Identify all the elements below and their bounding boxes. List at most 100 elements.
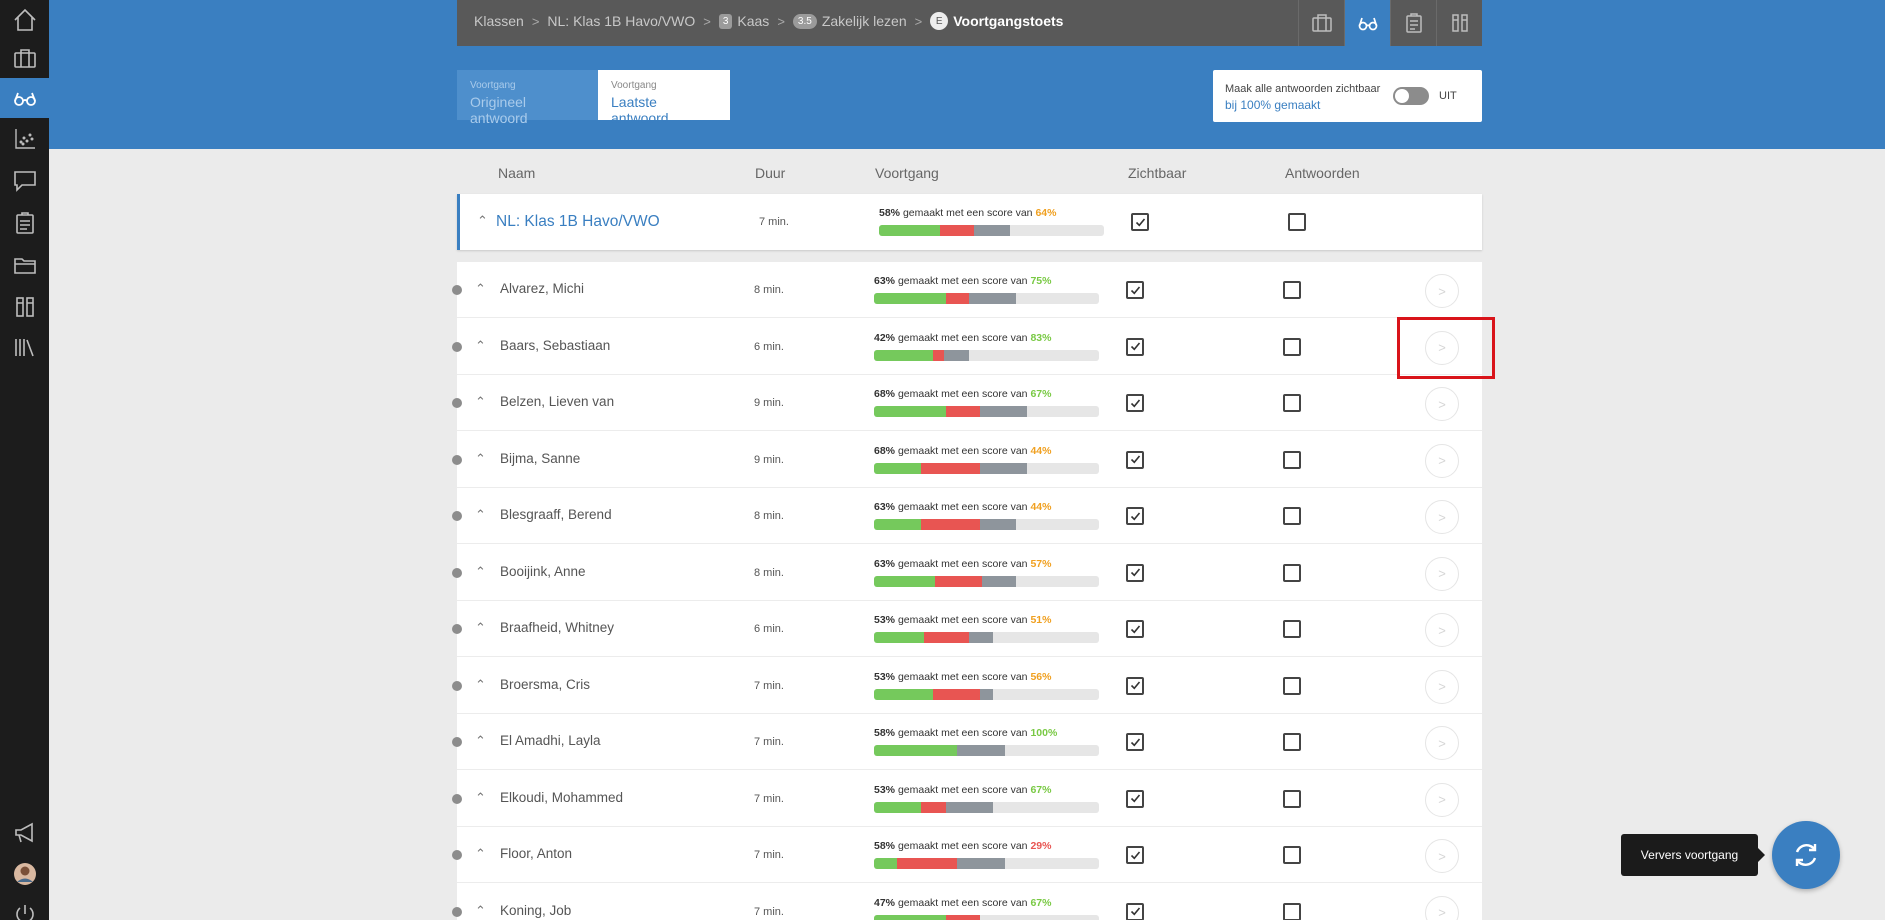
briefcase-view-button[interactable] <box>1298 0 1344 46</box>
chevron-up-icon[interactable]: ⌃ <box>475 507 486 522</box>
student-row[interactable]: ⌃ Braafheid, Whitney 6 min. 53% gemaakt met… <box>452 601 1482 657</box>
answers-checkbox[interactable] <box>1283 337 1301 356</box>
student-row[interactable]: ⌃ Bijma, Sanne 9 min. 68% gemaakt met een s… <box>452 432 1482 488</box>
visible-checkbox[interactable] <box>1126 789 1144 808</box>
open-student-button[interactable]: > <box>1425 839 1459 873</box>
folder-icon[interactable] <box>0 245 49 285</box>
student-name[interactable]: Booijink, Anne <box>500 563 586 579</box>
answers-checkbox[interactable] <box>1283 450 1301 469</box>
student-name[interactable]: Koning, Job <box>500 902 572 918</box>
student-name[interactable]: Blesgraaff, Berend <box>500 507 612 522</box>
open-student-button[interactable]: > <box>1425 556 1459 591</box>
visible-checkbox[interactable] <box>1126 902 1144 920</box>
answers-checkbox[interactable] <box>1283 281 1301 299</box>
breadcrumb-chapter[interactable]: Kaas <box>737 13 770 29</box>
answers-checkbox[interactable] <box>1283 507 1301 525</box>
chevron-up-icon[interactable]: ⌃ <box>475 394 486 409</box>
chevron-up-icon[interactable]: ⌃ <box>475 563 486 579</box>
student-name[interactable]: Braafheid, Whitney <box>500 620 615 635</box>
class-group-row[interactable]: ⌃ NL: Klas 1B Havo/VWO 7 min. 58% gemaakt m… <box>457 194 1482 250</box>
group-name[interactable]: NL: Klas 1B Havo/VWO <box>496 213 660 230</box>
tools-view-button[interactable] <box>1436 0 1482 46</box>
clipboard-icon[interactable] <box>0 203 49 243</box>
open-student-button[interactable]: > <box>1425 895 1459 920</box>
student-name[interactable]: El Amadhi, Layla <box>500 733 601 748</box>
student-row[interactable]: ⌃ Alvarez, Michi 8 min. 63% gemaakt met een… <box>452 262 1482 318</box>
student-row[interactable]: ⌃ Booijink, Anne 8 min. 63% gemaakt met een… <box>452 545 1482 601</box>
visibility-switch[interactable] <box>1393 87 1429 105</box>
visible-checkbox[interactable] <box>1126 394 1144 412</box>
open-student-button[interactable]: > <box>1425 443 1459 478</box>
original-answer-button[interactable]: Voortgang Origineel antwoord <box>457 70 598 126</box>
chevron-up-icon[interactable]: ⌃ <box>475 620 486 635</box>
header-progress[interactable]: Voortgang <box>875 165 939 181</box>
student-name[interactable]: Bijma, Sanne <box>500 450 581 466</box>
student-row[interactable]: ⌃ Blesgraaff, Berend 8 min. 63% gemaakt met… <box>452 488 1482 544</box>
chevron-up-icon[interactable]: ⌃ <box>475 281 486 296</box>
open-student-button[interactable]: > <box>1425 387 1459 421</box>
open-student-button[interactable]: > <box>1425 274 1459 308</box>
refresh-button[interactable] <box>1772 821 1840 889</box>
student-name[interactable]: Baars, Sebastiaan <box>500 337 611 353</box>
student-name[interactable]: Floor, Anton <box>500 846 573 861</box>
student-row[interactable]: ⌃ Koning, Job 7 min. 47% gemaakt met een sc… <box>452 884 1482 920</box>
answers-checkbox[interactable] <box>1283 620 1301 638</box>
chevron-up-icon[interactable]: ⌃ <box>477 213 488 228</box>
glasses-icon[interactable] <box>0 78 49 118</box>
answers-checkbox[interactable] <box>1283 789 1301 808</box>
briefcase-icon[interactable] <box>0 38 49 78</box>
visible-checkbox[interactable] <box>1126 450 1144 469</box>
books-tool-icon[interactable] <box>0 286 49 326</box>
student-name[interactable]: Elkoudi, Mohammed <box>500 789 624 805</box>
visible-checkbox[interactable] <box>1126 563 1144 582</box>
breadcrumb-class[interactable]: NL: Klas 1B Havo/VWO <box>547 13 696 29</box>
student-name[interactable]: Belzen, Lieven van <box>500 394 615 409</box>
visible-checkbox[interactable] <box>1126 620 1144 638</box>
scatter-chart-icon[interactable] <box>0 119 49 159</box>
visible-checkbox[interactable] <box>1126 337 1144 356</box>
visible-checkbox[interactable] <box>1126 281 1144 299</box>
visibility-condition-link[interactable]: bij 100% gemaakt <box>1225 98 1321 112</box>
megaphone-icon[interactable] <box>0 813 49 853</box>
visible-checkbox[interactable] <box>1126 676 1144 695</box>
visible-checkbox[interactable] <box>1126 507 1144 525</box>
progress-view-button[interactable] <box>1344 0 1390 46</box>
open-student-button[interactable]: > <box>1425 726 1459 760</box>
open-student-button[interactable]: > <box>1425 669 1459 704</box>
student-row[interactable]: ⌃ Floor, Anton 7 min. 58% gemaakt met een s… <box>452 827 1482 883</box>
chat-icon[interactable] <box>0 161 49 201</box>
open-student-button[interactable]: > <box>1425 782 1459 817</box>
answers-checkbox[interactable] <box>1283 846 1301 864</box>
answers-checkbox[interactable] <box>1283 902 1301 920</box>
power-icon[interactable] <box>0 894 49 920</box>
chevron-up-icon[interactable]: ⌃ <box>475 789 486 805</box>
student-name[interactable]: Broersma, Cris <box>500 676 591 692</box>
chevron-up-icon[interactable]: ⌃ <box>475 733 486 748</box>
chevron-up-icon[interactable]: ⌃ <box>475 450 486 466</box>
student-row[interactable]: ⌃ Belzen, Lieven van 9 min. 68% gemaakt met… <box>452 375 1482 431</box>
chevron-up-icon[interactable]: ⌃ <box>475 676 486 692</box>
student-row[interactable]: ⌃ Elkoudi, Mohammed 7 min. 53% gemaakt met … <box>452 771 1482 827</box>
visible-checkbox[interactable] <box>1126 733 1144 751</box>
answers-checkbox[interactable] <box>1283 563 1301 582</box>
chevron-up-icon[interactable]: ⌃ <box>475 337 486 353</box>
avatar-icon[interactable] <box>0 854 49 894</box>
breadcrumb-klassen[interactable]: Klassen <box>474 13 524 29</box>
breadcrumb-section[interactable]: Zakelijk lezen <box>821 13 907 29</box>
answers-checkbox[interactable] <box>1283 676 1301 695</box>
visible-checkbox[interactable] <box>1131 213 1149 231</box>
answers-checkbox[interactable] <box>1288 213 1306 231</box>
open-student-button[interactable]: > <box>1425 330 1459 365</box>
open-student-button[interactable]: > <box>1425 500 1459 534</box>
header-duration[interactable]: Duur <box>755 165 786 181</box>
latest-answer-button[interactable]: Voortgang Laatste antwoord <box>598 70 730 126</box>
clipboard-view-button[interactable] <box>1390 0 1436 46</box>
student-row[interactable]: ⌃ Broersma, Cris 7 min. 53% gemaakt met een… <box>452 658 1482 714</box>
library-icon[interactable] <box>0 327 49 367</box>
header-name[interactable]: Naam <box>498 165 536 181</box>
answers-checkbox[interactable] <box>1283 733 1301 751</box>
answers-checkbox[interactable] <box>1283 394 1301 412</box>
home-icon[interactable] <box>0 0 49 40</box>
chevron-up-icon[interactable]: ⌃ <box>475 846 486 861</box>
student-name[interactable]: Alvarez, Michi <box>500 281 585 296</box>
